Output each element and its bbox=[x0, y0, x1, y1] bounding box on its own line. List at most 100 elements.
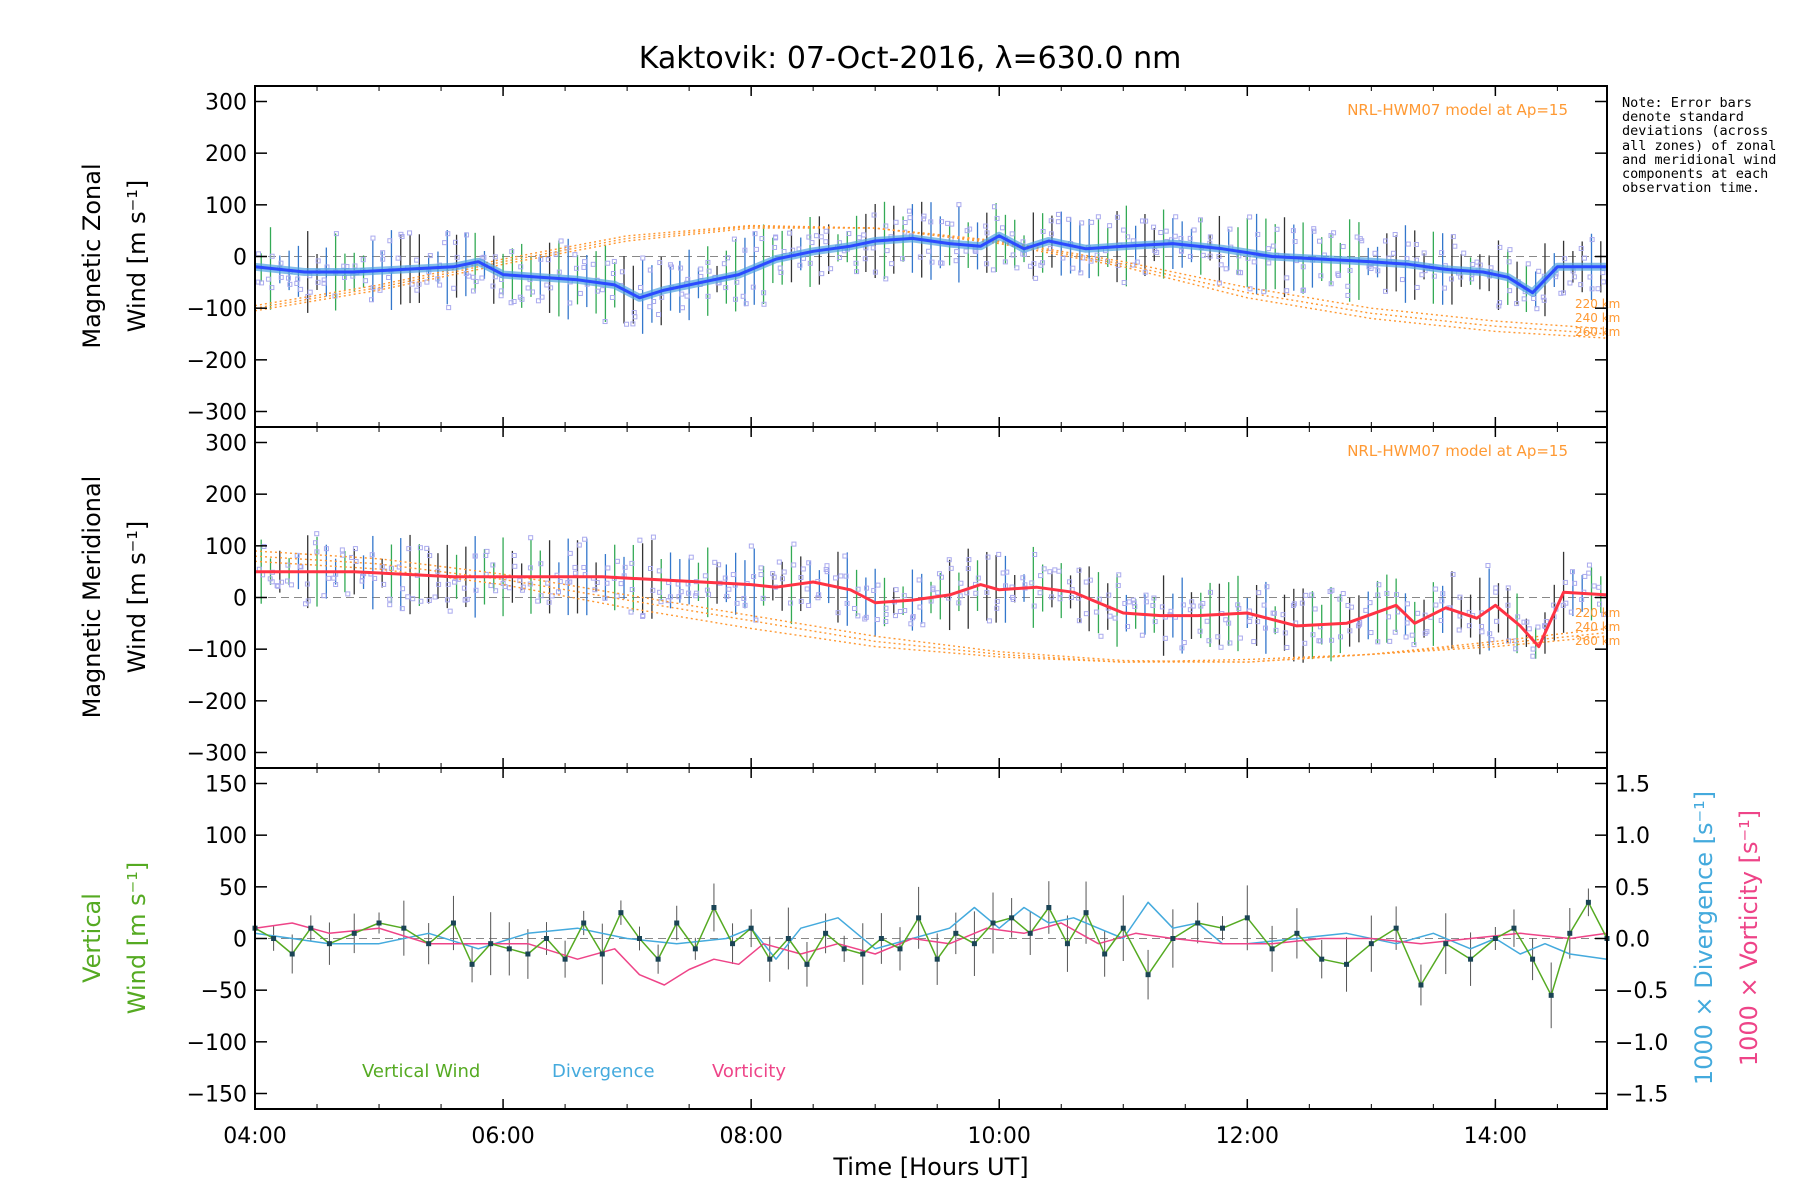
zone-sample bbox=[1029, 580, 1035, 586]
zone-sample bbox=[693, 593, 699, 599]
zone-sample bbox=[1375, 268, 1381, 274]
zone-sample bbox=[1190, 603, 1196, 609]
zone-sample bbox=[1158, 230, 1164, 236]
zone-sample bbox=[1207, 234, 1213, 240]
zone-sample bbox=[618, 581, 624, 587]
zone-sample bbox=[938, 260, 944, 266]
zone-sample bbox=[1541, 297, 1547, 303]
zone-sample bbox=[1125, 624, 1131, 630]
zone-sample bbox=[1376, 582, 1382, 588]
model-curve bbox=[254, 550, 1608, 663]
zone-sample bbox=[352, 546, 358, 552]
y-tick-label: 300 bbox=[205, 91, 247, 116]
zone-sample bbox=[1470, 261, 1476, 267]
meridional-mean-line bbox=[255, 570, 1608, 649]
zone-sample bbox=[1139, 632, 1145, 638]
zone-sample bbox=[1280, 612, 1286, 618]
zone-sample bbox=[1540, 294, 1546, 300]
zone-sample bbox=[1057, 596, 1063, 602]
zone-sample bbox=[892, 613, 898, 619]
zone-sample bbox=[1139, 218, 1145, 224]
zone-sample bbox=[1431, 273, 1437, 279]
vertical-wind-point bbox=[1064, 941, 1070, 947]
zone-sample bbox=[386, 274, 392, 280]
zone-sample bbox=[572, 570, 578, 576]
y-tick-label: −200 bbox=[187, 349, 247, 374]
zone-sample bbox=[964, 590, 970, 596]
zone-sample bbox=[963, 248, 969, 254]
zone-sample bbox=[255, 279, 261, 285]
zone-sample bbox=[345, 591, 351, 597]
zone-sample bbox=[1521, 296, 1527, 302]
zone-sample bbox=[1003, 583, 1009, 589]
zone-sample bbox=[363, 278, 369, 284]
zone-sample bbox=[771, 574, 777, 580]
zone-sample bbox=[748, 543, 754, 549]
zone-sample bbox=[1079, 220, 1085, 226]
zone-sample bbox=[288, 582, 294, 588]
zone-sample bbox=[945, 220, 951, 226]
zone-sample bbox=[1409, 632, 1415, 638]
zone-sample bbox=[908, 621, 914, 627]
zone-sample bbox=[659, 294, 665, 300]
zone-sample bbox=[1256, 590, 1262, 596]
zone-sample bbox=[1589, 237, 1595, 243]
zone-sample bbox=[1392, 232, 1398, 238]
zone-sample bbox=[1487, 631, 1493, 637]
zone-sample bbox=[773, 234, 779, 240]
zone-sample bbox=[1411, 642, 1417, 648]
zone-sample bbox=[405, 594, 411, 600]
zone-sample bbox=[1115, 583, 1121, 589]
zone-sample bbox=[1536, 268, 1542, 274]
vertical-wind-point bbox=[581, 920, 587, 926]
zone-sample bbox=[427, 553, 433, 559]
vertical-wind-point bbox=[271, 936, 277, 941]
zone-sample bbox=[676, 594, 682, 600]
zone-sample bbox=[807, 260, 813, 266]
zone-sample bbox=[1586, 570, 1592, 576]
zone-sample bbox=[1010, 252, 1016, 258]
zone-sample bbox=[1116, 572, 1122, 578]
zone-sample bbox=[1251, 639, 1257, 645]
zone-sample bbox=[678, 589, 684, 595]
zone-sample bbox=[684, 293, 690, 299]
zone-sample bbox=[614, 593, 620, 599]
zone-sample bbox=[629, 560, 635, 566]
zone-sample bbox=[1068, 594, 1074, 600]
zone-sample bbox=[975, 575, 981, 581]
zone-sample bbox=[1056, 568, 1062, 574]
zone-sample bbox=[339, 547, 345, 553]
zone-sample bbox=[1421, 250, 1427, 256]
zone-sample bbox=[1197, 217, 1203, 223]
zone-sample bbox=[909, 615, 915, 621]
zone-sample bbox=[842, 553, 848, 559]
zone-sample bbox=[369, 552, 375, 558]
zone-sample bbox=[1329, 587, 1335, 593]
zone-sample bbox=[1126, 599, 1132, 605]
zone-sample bbox=[656, 312, 662, 318]
zone-sample bbox=[610, 271, 616, 277]
zone-sample bbox=[387, 596, 393, 602]
zone-sample bbox=[893, 219, 899, 225]
zone-sample bbox=[1076, 618, 1082, 624]
zone-sample bbox=[490, 562, 496, 568]
zone-sample bbox=[594, 580, 600, 586]
zone-sample bbox=[1076, 567, 1082, 573]
zone-sample bbox=[414, 257, 420, 263]
zone-sample bbox=[722, 575, 728, 581]
zone-sample bbox=[984, 589, 990, 595]
zone-sample bbox=[926, 248, 932, 254]
vertical-ylabel-1: Vertical bbox=[78, 893, 106, 983]
zone-sample bbox=[861, 232, 867, 238]
zone-sample bbox=[1200, 252, 1206, 258]
zone-sample bbox=[557, 579, 563, 585]
zone-sample bbox=[298, 286, 304, 292]
zone-sample bbox=[511, 552, 517, 558]
vertical-wind-point bbox=[711, 905, 717, 910]
zone-sample bbox=[1299, 600, 1305, 606]
zone-sample bbox=[1052, 567, 1058, 573]
zone-sample bbox=[528, 535, 534, 541]
vertical-wind-point bbox=[1046, 905, 1052, 910]
zone-sample bbox=[1328, 233, 1334, 239]
